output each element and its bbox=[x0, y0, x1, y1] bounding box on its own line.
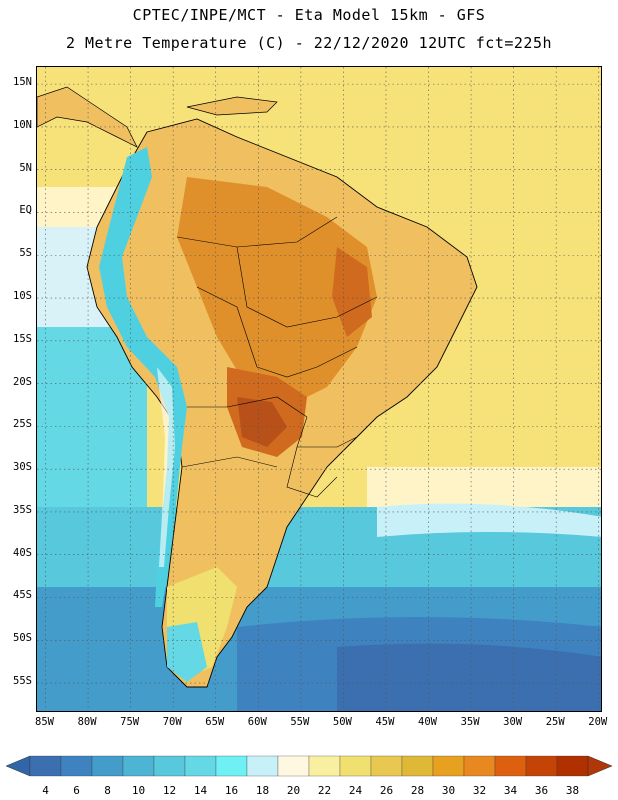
map-canvas bbox=[37, 67, 601, 711]
latitude-label: 10S bbox=[13, 290, 32, 303]
latitude-label: 20S bbox=[13, 375, 32, 388]
latitude-label: 45S bbox=[13, 589, 32, 602]
colorbar-low-arrow bbox=[5, 755, 31, 777]
colorbar-label: 32 bbox=[472, 784, 487, 797]
temperature-map[interactable] bbox=[36, 66, 602, 712]
latitude-label: 50S bbox=[13, 632, 32, 645]
longitude-label: 80W bbox=[77, 716, 97, 728]
colorbar-swatch bbox=[246, 755, 279, 777]
southern-tip-cold-zone bbox=[167, 622, 207, 682]
longitude-label: 40W bbox=[418, 716, 437, 728]
colorbar-label: 22 bbox=[317, 784, 332, 797]
colorbar-label: 12 bbox=[162, 784, 177, 797]
latitude-label: 5S bbox=[19, 247, 32, 260]
colorbar-label: 30 bbox=[441, 784, 456, 797]
longitude-label: 45W bbox=[375, 716, 395, 728]
colorbar-label: 36 bbox=[534, 784, 549, 797]
andes-snow-strip bbox=[157, 367, 175, 567]
colorbar-label: 20 bbox=[286, 784, 301, 797]
colorbar-label: 6 bbox=[73, 784, 80, 797]
colorbar-swatch bbox=[556, 755, 589, 777]
longitude-label: 50W bbox=[332, 716, 352, 728]
colorbar-label: 38 bbox=[565, 784, 580, 797]
latitude-label: 30S bbox=[13, 461, 32, 474]
map-title-line-1: CPTEC/INPE/MCT - Eta Model 15km - GFS bbox=[132, 6, 486, 24]
longitude-label: 65W bbox=[205, 716, 225, 728]
colorbar-label: 8 bbox=[104, 784, 111, 797]
temperature-colorbar bbox=[5, 755, 613, 777]
colorbar-label: 18 bbox=[255, 784, 270, 797]
latitude-label: 40S bbox=[13, 546, 32, 559]
latitude-label: 10N bbox=[13, 118, 32, 131]
colorbar-swatch bbox=[29, 755, 62, 777]
longitude-label: 85W bbox=[35, 716, 54, 728]
colorbar-swatch bbox=[401, 755, 434, 777]
colorbar-swatch bbox=[184, 755, 217, 777]
colorbar-swatch bbox=[463, 755, 496, 777]
caribbean-island bbox=[186, 96, 278, 116]
longitude-label: 60W bbox=[247, 716, 267, 728]
colorbar-swatch bbox=[277, 755, 310, 777]
colorbar-swatch bbox=[432, 755, 465, 777]
colorbar-swatch bbox=[91, 755, 124, 777]
longitude-label: 20W bbox=[588, 716, 608, 728]
longitude-label: 75W bbox=[120, 716, 140, 728]
latitude-label: 55S bbox=[13, 675, 32, 688]
map-title-line-2: 2 Metre Temperature (C) - 22/12/2020 12U… bbox=[65, 34, 553, 52]
hottest-chaco-core bbox=[237, 397, 287, 447]
colorbar-swatch bbox=[122, 755, 155, 777]
latitude-label: 15S bbox=[13, 332, 32, 345]
longitude-label: 35W bbox=[460, 716, 480, 728]
colorbar-swatch bbox=[339, 755, 372, 777]
colorbar-swatch bbox=[215, 755, 248, 777]
longitude-label: 25W bbox=[545, 716, 565, 728]
latitude-label: 35S bbox=[13, 503, 32, 516]
colorbar-swatch bbox=[308, 755, 341, 777]
central-america-land bbox=[37, 86, 138, 148]
country-borders bbox=[176, 216, 378, 498]
colorbar-swatch bbox=[153, 755, 186, 777]
latitude-label: 5N bbox=[19, 161, 32, 174]
colorbar-label: 34 bbox=[503, 784, 518, 797]
colorbar-label: 28 bbox=[410, 784, 425, 797]
latitude-label: 25S bbox=[13, 418, 32, 431]
longitude-label: 55W bbox=[290, 716, 310, 728]
colorbar-label: 26 bbox=[379, 784, 394, 797]
colorbar-label: 10 bbox=[131, 784, 146, 797]
ocean-deep-cold bbox=[337, 643, 601, 711]
colorbar-label: 4 bbox=[42, 784, 49, 797]
colorbar-label: 16 bbox=[224, 784, 239, 797]
colorbar-label: 14 bbox=[193, 784, 208, 797]
colorbar-label: 24 bbox=[348, 784, 363, 797]
longitude-label: 30W bbox=[503, 716, 523, 728]
colorbar-swatch bbox=[525, 755, 558, 777]
longitude-label: 70W bbox=[162, 716, 182, 728]
colorbar-swatch bbox=[370, 755, 403, 777]
hot-interior-zone bbox=[177, 177, 377, 407]
latitude-label: 15N bbox=[13, 76, 32, 89]
latitude-label: EQ bbox=[19, 204, 32, 217]
colorbar-swatch bbox=[494, 755, 527, 777]
colorbar-swatch bbox=[60, 755, 93, 777]
colorbar-high-arrow bbox=[587, 755, 613, 777]
